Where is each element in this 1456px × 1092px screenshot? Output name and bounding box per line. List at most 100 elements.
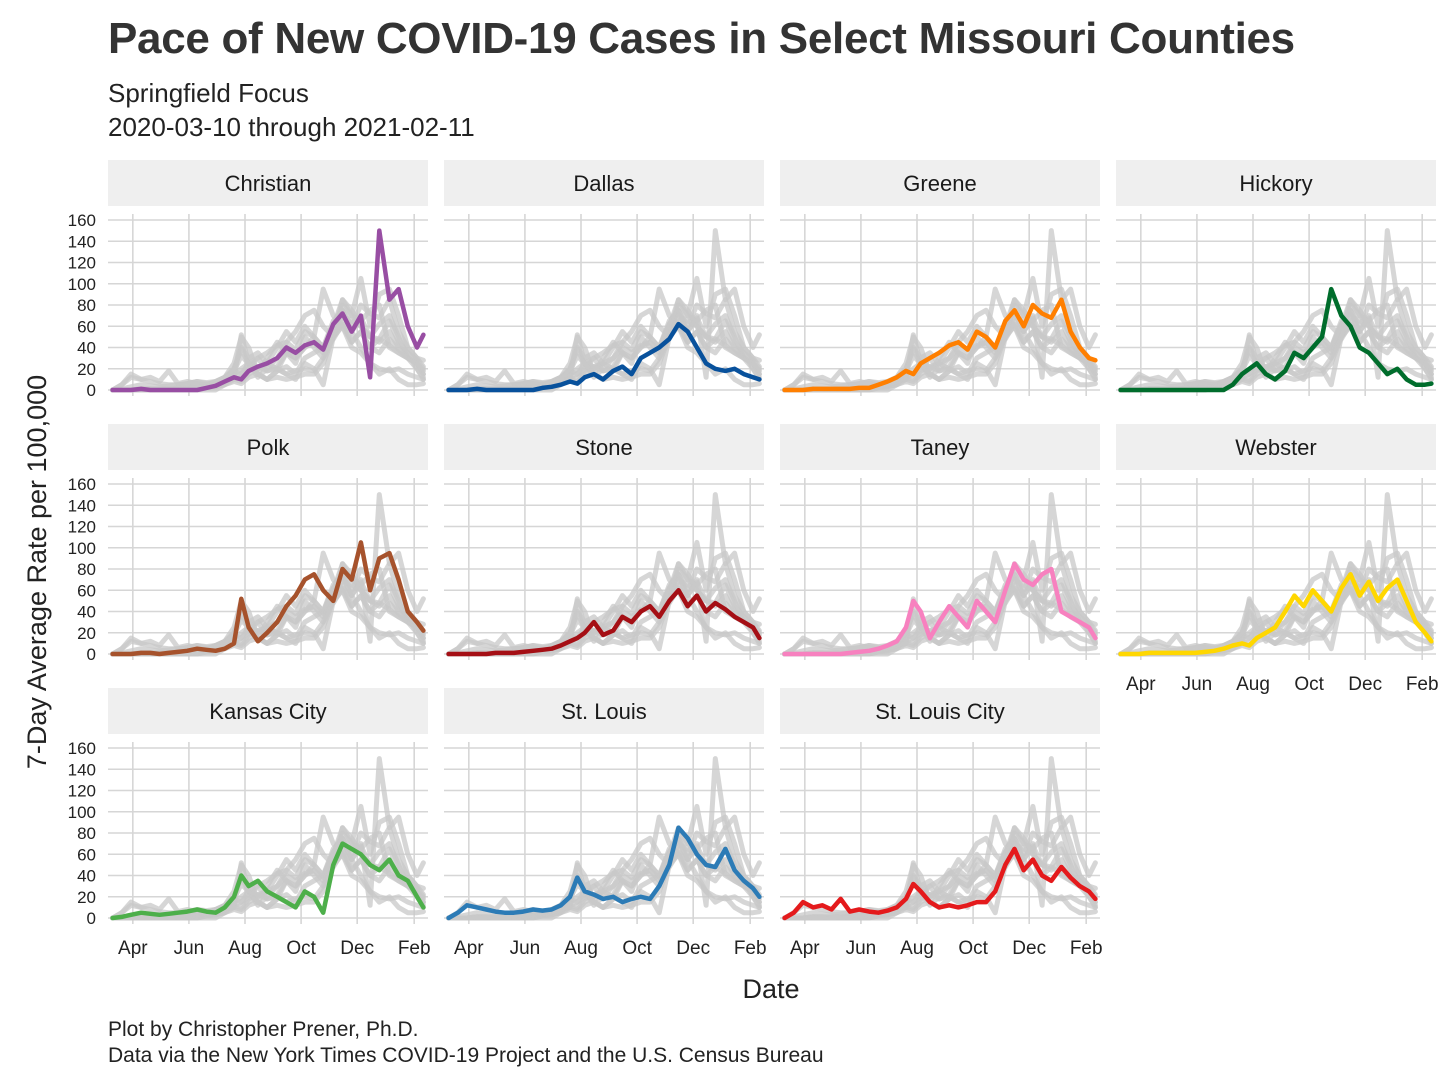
x-tick-label: Oct — [1294, 674, 1324, 695]
background-series-line — [782, 318, 1098, 393]
y-tick-label: 40 — [77, 867, 96, 886]
series-line-christian — [110, 228, 426, 393]
x-tick-label: Feb — [1406, 674, 1439, 695]
y-tick-label: 140 — [68, 232, 96, 251]
y-tick-label: 140 — [68, 760, 96, 779]
x-tick-label: Oct — [286, 938, 316, 959]
y-tick-label: 60 — [77, 581, 96, 600]
series-line-st-louis-city — [782, 846, 1098, 921]
y-tick-label: 80 — [77, 296, 96, 315]
facet-strip — [1116, 424, 1436, 470]
x-tick-label: Dec — [340, 938, 374, 959]
facet-panel-polk: Polk 0 20 40 60 80 100 120 140 160 — [68, 424, 428, 664]
x-tick-label: Apr — [118, 938, 148, 959]
background-series-line — [446, 846, 762, 921]
background-series-line — [782, 582, 1098, 657]
x-tick-label: Apr — [790, 938, 820, 959]
facet-panel-kansas-city: Kansas City 0 20 40 60 80 100 120 140 160 Apr Jun Au… — [68, 688, 431, 959]
facet-strip-label: Dallas — [573, 171, 634, 196]
x-tick-label: Feb — [1070, 938, 1103, 959]
facet-strip — [108, 424, 428, 470]
x-tick-label: Aug — [564, 938, 598, 959]
y-tick-label: 20 — [77, 624, 96, 643]
x-tick-label: Aug — [1236, 674, 1270, 695]
y-tick-label: 120 — [68, 518, 96, 537]
x-tick-label: Apr — [454, 938, 484, 959]
facet-strip — [780, 160, 1100, 206]
chart-caption-author: Plot by Christopher Prener, Ph.D. — [108, 1018, 419, 1041]
facet-panel-webster: Webster Apr Jun Aug Oct Dec Feb — [1116, 424, 1439, 695]
y-tick-label: 20 — [77, 360, 96, 379]
x-tick-label: Feb — [734, 938, 767, 959]
series-line-greene — [782, 297, 1098, 393]
y-axis-title: 7-Day Average Rate per 100,000 — [22, 375, 52, 769]
chart-subtitle: Springfield Focus — [108, 78, 309, 108]
background-series-line — [446, 297, 762, 393]
background-series-line — [782, 297, 1098, 393]
y-tick-label: 140 — [68, 496, 96, 515]
y-tick-label: 160 — [68, 739, 96, 758]
chart-title: Pace of New COVID-19 Cases in Select Mis… — [108, 14, 1295, 63]
y-tick-label: 20 — [77, 888, 96, 907]
facet-panel-taney: Taney — [780, 424, 1100, 660]
x-tick-label: Jun — [174, 938, 205, 959]
series-line-stone — [446, 588, 762, 657]
x-tick-label: Apr — [1126, 674, 1156, 695]
y-tick-label: 80 — [77, 560, 96, 579]
facet-strip-label: Hickory — [1239, 171, 1312, 196]
background-series-line — [446, 582, 762, 657]
y-tick-label: 0 — [87, 909, 96, 928]
facet-panel-dallas: Dallas — [444, 160, 764, 396]
x-tick-label: Jun — [846, 938, 877, 959]
y-tick-label: 40 — [77, 603, 96, 622]
facet-strip-label: Kansas City — [209, 699, 326, 724]
y-tick-label: 160 — [68, 211, 96, 230]
x-tick-label: Aug — [900, 938, 934, 959]
y-tick-label: 120 — [68, 254, 96, 273]
series-line-taney — [782, 561, 1098, 657]
facet-strip-label: Polk — [247, 435, 291, 460]
facet-strip — [444, 160, 764, 206]
x-tick-label: Oct — [958, 938, 988, 959]
y-tick-label: 80 — [77, 824, 96, 843]
series-line-dallas — [446, 321, 762, 393]
facet-strip — [780, 688, 1100, 734]
facet-strip — [780, 424, 1100, 470]
y-tick-label: 0 — [87, 645, 96, 664]
background-series-line — [110, 582, 426, 657]
facet-strip — [1116, 160, 1436, 206]
facet-strip — [444, 424, 764, 470]
x-tick-label: Aug — [228, 938, 262, 959]
y-tick-label: 100 — [68, 803, 96, 822]
y-tick-label: 60 — [77, 845, 96, 864]
background-series-line — [782, 561, 1098, 657]
x-tick-label: Dec — [1348, 674, 1382, 695]
background-series-line — [1118, 297, 1434, 393]
y-tick-label: 60 — [77, 317, 96, 336]
y-tick-label: 100 — [68, 539, 96, 558]
background-series-line — [1118, 582, 1434, 657]
facet-strip — [108, 688, 428, 734]
facet-panel-st-louis: St. Louis Apr Jun Aug Oct Dec Feb — [444, 688, 767, 959]
chart-caption-source: Data via the New York Times COVID-19 Pro… — [108, 1044, 824, 1067]
facet-strip-label: Taney — [911, 435, 970, 460]
background-series-line — [110, 846, 426, 921]
facet-panel-hickory: Hickory — [1116, 160, 1436, 396]
facet-strip — [108, 160, 428, 206]
x-tick-label: Dec — [1012, 938, 1046, 959]
facet-strip-label: St. Louis — [561, 699, 647, 724]
y-tick-label: 40 — [77, 339, 96, 358]
series-line-st-louis — [446, 825, 762, 921]
facet-strip-label: Greene — [903, 171, 976, 196]
y-tick-label: 100 — [68, 275, 96, 294]
background-series-line — [782, 825, 1098, 921]
facet-panel-stone: Stone — [444, 424, 764, 660]
series-line-kansas-city — [110, 841, 426, 921]
x-tick-label: Feb — [398, 938, 431, 959]
y-tick-label: 0 — [87, 381, 96, 400]
series-line-webster — [1118, 572, 1434, 657]
facet-strip-label: Christian — [225, 171, 312, 196]
y-tick-label: 120 — [68, 782, 96, 801]
facet-panel-greene: Greene — [780, 160, 1100, 396]
